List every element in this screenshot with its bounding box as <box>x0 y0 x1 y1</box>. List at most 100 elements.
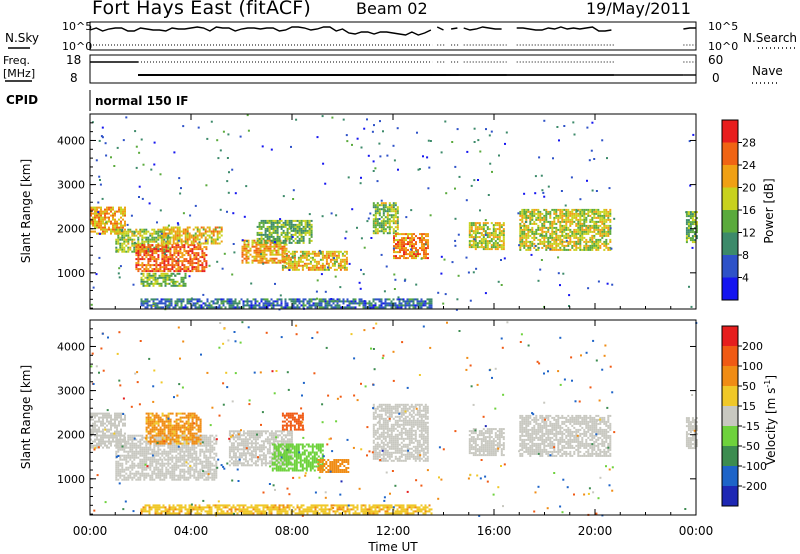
echo-cell <box>585 246 588 249</box>
echo-cell <box>408 304 411 307</box>
echo-cell <box>127 246 130 249</box>
echo-cell <box>200 236 203 239</box>
echo-cell <box>119 232 122 235</box>
echo-cell <box>327 262 330 265</box>
echo-cell <box>92 422 94 425</box>
echo-cell <box>152 282 155 285</box>
echo-cell <box>470 236 473 239</box>
colorbar-segment <box>722 277 738 300</box>
echo-cell <box>141 464 144 467</box>
echo-cell <box>382 232 385 235</box>
echo-cell <box>167 460 170 463</box>
echo-cell <box>270 223 273 226</box>
echo-cell <box>278 241 281 244</box>
echo-cell <box>185 446 188 449</box>
echo-cell <box>310 306 313 309</box>
echo-cell <box>214 306 217 309</box>
echo-cell <box>159 248 162 251</box>
echo-cell <box>551 246 554 249</box>
echo-cell <box>160 282 163 285</box>
echo-cell <box>120 210 122 213</box>
echo-cell <box>202 228 205 231</box>
echo-cell <box>500 248 503 251</box>
echo-cell <box>565 220 568 223</box>
echo-cell <box>216 238 219 241</box>
echo-cell <box>345 268 348 271</box>
echo-cell <box>279 261 282 264</box>
echo-cell <box>108 416 110 419</box>
echo-cell <box>124 414 126 417</box>
echo-cell <box>193 246 196 249</box>
echo-cell <box>254 302 257 305</box>
echo-cell <box>115 246 118 249</box>
noise-cell <box>440 255 443 258</box>
echo-cell <box>159 230 162 233</box>
echo-cell <box>141 454 144 457</box>
echo-cell <box>521 242 524 245</box>
echo-cell <box>179 440 182 443</box>
echo-cell <box>212 228 215 231</box>
echo-cell <box>104 224 106 227</box>
echo-cell <box>609 208 612 211</box>
echo-cell <box>302 302 305 305</box>
echo-cell <box>191 460 194 463</box>
echo-cell <box>104 436 106 439</box>
echo-cell <box>145 474 148 477</box>
echo-cell <box>293 254 296 257</box>
echo-cell <box>519 214 522 217</box>
echo-cell <box>388 204 391 207</box>
echo-cell <box>92 428 94 431</box>
echo-cell <box>184 272 187 275</box>
echo-cell <box>685 223 688 226</box>
echo-cell <box>293 266 296 269</box>
echo-cell <box>303 264 306 267</box>
echo-cell <box>551 244 554 247</box>
noise-cell <box>537 246 540 249</box>
echo-cell <box>689 227 692 230</box>
echo-cell <box>247 245 250 248</box>
echo-cell <box>208 302 211 305</box>
echo-cell <box>553 240 556 243</box>
echo-cell <box>521 228 524 231</box>
echo-cell <box>203 268 206 271</box>
noise-cell <box>188 275 191 278</box>
echo-cell <box>525 236 528 239</box>
echo-cell <box>263 257 266 260</box>
echo-cell <box>585 238 588 241</box>
echo-cell <box>343 250 346 253</box>
echo-cell <box>153 460 156 463</box>
echo-cell <box>333 262 336 265</box>
echo-cell <box>189 254 192 257</box>
echo-cell <box>324 302 327 305</box>
echo-cell <box>689 213 692 216</box>
echo-cell <box>338 298 341 301</box>
echo-cell <box>386 218 389 221</box>
echo-cell <box>386 220 389 223</box>
echo-cell <box>575 224 578 227</box>
echo-cell <box>115 440 118 443</box>
echo-cell <box>174 238 177 241</box>
echo-cell <box>573 216 576 219</box>
echo-cell <box>561 242 564 245</box>
echo-cell <box>411 243 413 246</box>
echo-cell <box>177 270 180 273</box>
echo-cell <box>496 242 499 245</box>
noise-cell <box>122 139 125 142</box>
echo-cell <box>597 248 600 251</box>
echo-cell <box>151 250 154 253</box>
echo-cell <box>142 302 145 305</box>
echo-cell <box>541 222 544 225</box>
echo-cell <box>603 210 606 213</box>
echo-cell <box>106 436 108 439</box>
echo-cell <box>288 306 291 309</box>
echo-cell <box>261 249 264 252</box>
echo-cell <box>163 472 166 475</box>
echo-cell <box>579 226 582 229</box>
echo-cell <box>589 224 592 227</box>
echo-cell <box>199 246 202 249</box>
echo-cell <box>396 206 399 209</box>
echo-cell <box>104 226 106 229</box>
echo-cell <box>527 210 530 213</box>
echo-cell <box>468 224 471 227</box>
echo-cell <box>374 204 377 207</box>
